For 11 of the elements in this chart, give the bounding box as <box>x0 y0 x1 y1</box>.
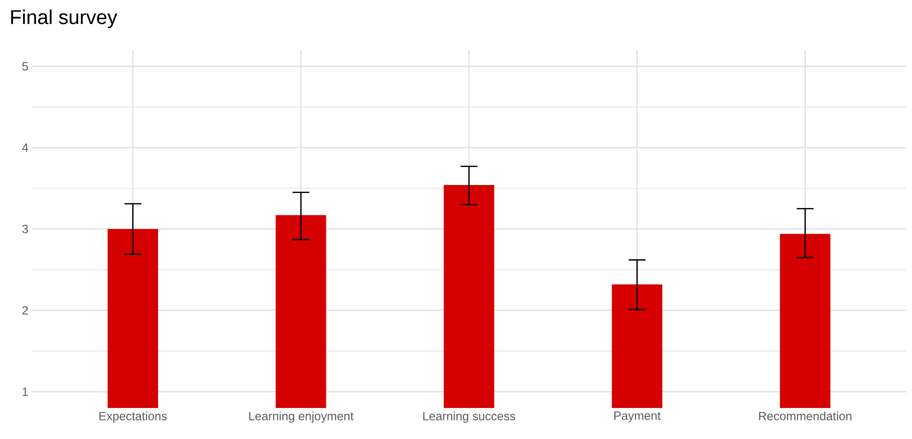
chart-title: Final survey <box>11 10 118 28</box>
y-tick-label: 3 <box>22 224 28 234</box>
x-tick-label: Payment <box>614 412 661 422</box>
x-tick-label: Learning enjoyment <box>249 412 354 423</box>
y-tick-label: 2 <box>22 306 28 315</box>
x-tick-label: Expectations <box>99 412 167 423</box>
x-tick-label: Learning success <box>423 412 516 423</box>
y-tick-label: 4 <box>22 144 28 152</box>
y-tick-label: 5 <box>22 62 28 70</box>
x-tick-label: Recommendation <box>759 412 852 420</box>
y-tick-label: 1 <box>22 388 28 396</box>
